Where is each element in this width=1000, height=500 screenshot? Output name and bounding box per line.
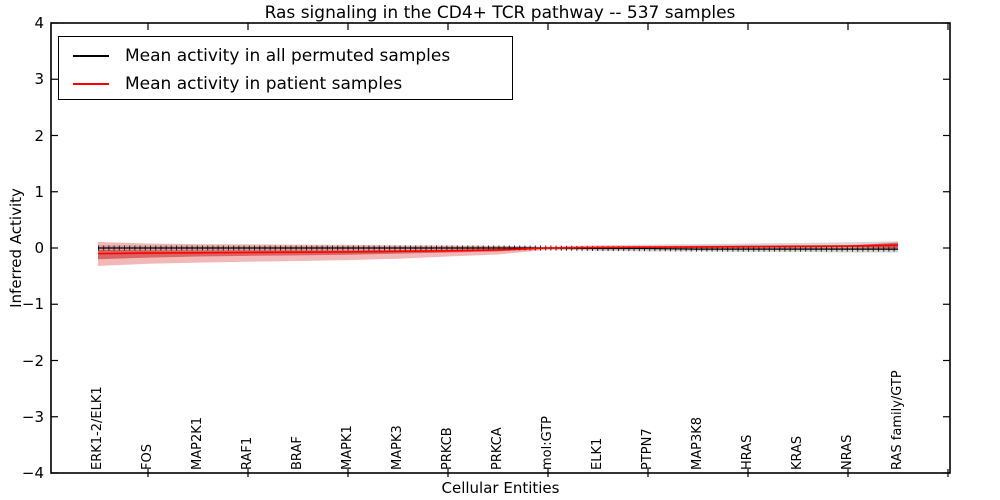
y-tick-label: 2 [34, 126, 44, 145]
x-axis-label: Cellular Entities [441, 479, 560, 497]
entity-label: HRAS [740, 434, 755, 470]
y-tick-label: −3 [21, 407, 44, 426]
legend-entry-permuted: Mean activity in all permuted samples [59, 41, 514, 71]
y-tick-label: 1 [34, 182, 44, 201]
entity-label: PRKCB [440, 427, 455, 470]
legend-label-permuted: Mean activity in all permuted samples [125, 46, 451, 66]
permuted-mean-line [98, 247, 898, 250]
legend-line-permuted [73, 55, 109, 57]
entity-label: MAPK3 [390, 425, 405, 470]
entity-label: MAP2K1 [190, 416, 205, 470]
entity-label: FOS [140, 444, 155, 470]
legend-line-patient [73, 83, 109, 85]
entity-label: PTPN7 [640, 428, 655, 470]
entity-label: NRAS [840, 434, 855, 470]
y-tick-label: 3 [34, 70, 44, 89]
legend: Mean activity in all permuted samples Me… [58, 36, 513, 100]
entity-label: MAP3K8 [690, 416, 705, 470]
y-tick-label: 4 [34, 14, 44, 32]
entity-label: MAPK1 [340, 425, 355, 470]
entity-label: BRAF [290, 436, 305, 470]
entity-label: PRKCA [490, 427, 505, 470]
entity-label: mol:GTP [540, 416, 555, 470]
patient-mean-line [97, 244, 899, 255]
entity-label: ERK1-2/ELK1 [90, 386, 105, 470]
chart-title: Ras signaling in the CD4+ TCR pathway --… [264, 3, 736, 23]
entity-label: RAF1 [240, 436, 255, 470]
y-tick-label: −1 [21, 295, 44, 314]
entity-label: KRAS [790, 435, 805, 470]
entity-label: ELK1 [590, 437, 605, 470]
y-tick-label: 0 [34, 239, 44, 257]
y-tick-label: −4 [21, 464, 44, 482]
entity-label: RAS family/GTP [890, 370, 905, 470]
legend-entry-patient: Mean activity in patient samples [59, 69, 514, 99]
y-tick-label: −2 [21, 351, 44, 370]
legend-label-patient: Mean activity in patient samples [125, 74, 403, 94]
